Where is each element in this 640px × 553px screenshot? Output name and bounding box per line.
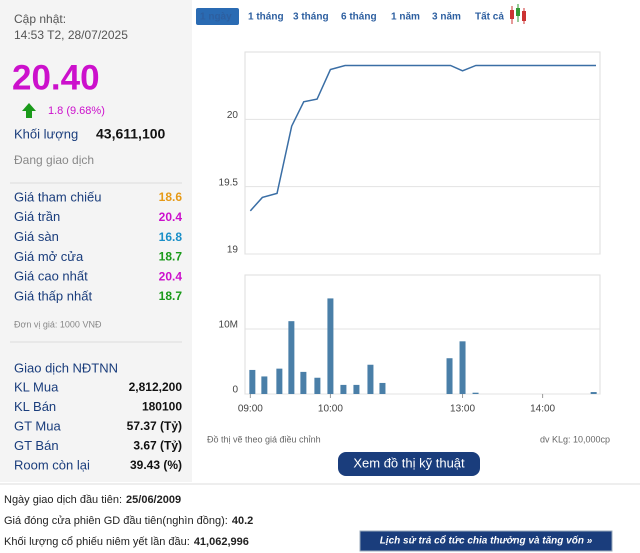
footer-value: 40.2 [232,515,253,527]
foreign-label: GT Mua [14,418,61,433]
volume-bar [314,377,321,394]
y-tick-label: 20 [227,110,239,121]
price-label: Giá trần [14,209,60,224]
period-tab[interactable]: 1 năm [391,12,420,23]
period-tab[interactable]: 1 tháng [248,12,284,23]
y-tick-label: 10M [219,320,238,331]
volume-bar [472,392,479,394]
volume: 43,611,100 [96,126,166,142]
x-tick-label: 14:00 [530,404,555,415]
foreign-value: 39.43 (%) [130,458,182,472]
y-tick-label: 19.5 [219,177,239,188]
chart-button-label[interactable]: Xem đồ thị kỹ thuật [353,455,465,470]
volume-bar [261,376,268,394]
footer-label: Khối lượng cổ phiếu niêm yết lần đầu: [4,536,190,548]
price-plot [244,51,601,255]
x-tick-label: 09:00 [238,404,263,415]
price-value: 20.4 [159,269,183,283]
price-label: Giá tham chiếu [14,189,101,204]
updated-time: 14:53 T2, 28/07/2025 [14,28,128,42]
foreign-label: Room còn lại [14,457,90,472]
price-value: 16.8 [159,230,183,244]
footer-label: Ngày giao dịch đầu tiên: [4,494,122,506]
period-tab[interactable]: 3 năm [432,12,461,23]
price-label: Giá sàn [14,229,59,244]
volume-bar [367,364,374,394]
active-tab-bg [196,8,239,25]
volume-bar [276,368,283,394]
volume-plot [244,274,601,395]
volume-label: Khối lượng [14,126,78,141]
chart-button[interactable] [338,452,480,476]
volume-bar [300,371,307,394]
period-tab[interactable]: Tất cả [475,11,504,23]
volume-bar [340,384,347,394]
price-value: 18.6 [159,190,183,204]
status: Đang giao dịch [14,153,94,167]
price-value: 18.7 [159,289,183,303]
period-tab[interactable]: 3 tháng [293,12,329,23]
volume-bar [353,384,360,394]
volume-bar [249,369,256,394]
period-tab[interactable]: 6 tháng [341,12,377,23]
volume-bar [459,341,466,394]
price-line [249,64,596,212]
price-label: Giá cao nhất [14,269,88,284]
foreign-label: KL Bán [14,399,56,414]
volume-bar [288,321,295,394]
volume-bar [446,358,453,394]
volume-bar [379,382,386,394]
foreign-value: 180100 [142,400,182,414]
price-label: Giá thấp nhất [14,288,92,303]
foreign-value: 2,812,200 [129,380,183,394]
footer-value: 41,062,996 [194,536,249,548]
price-value: 20.4 [159,210,183,224]
volume-bar [590,392,597,394]
footer-row: Khối lượng cổ phiếu niêm yết lần đầu: 41,… [4,536,249,548]
up-arrow [22,103,36,118]
price-value: 18.7 [159,250,183,264]
note-right: dv KLg: 10,000cp [540,434,610,444]
period-tab[interactable]: 1 ngày [200,12,232,23]
change: 1.8 (9.68%) [48,105,105,117]
foreign-value: 3.67 (Tỷ) [133,439,182,453]
price-label: Giá mở cửa [14,249,84,264]
history-link-label[interactable]: Lịch sử trả cổ tức chia thưởng và tăng v… [380,535,593,547]
foreign-label: KL Mua [14,379,59,394]
y-tick-label: 19 [227,245,239,256]
x-tick-label: 13:00 [450,404,475,415]
footer-label: Giá đóng cửa phiên GD đầu tiên(nghìn đồn… [4,515,228,527]
updated-label: Cập nhật: [14,12,66,26]
price: 20.40 [12,58,100,97]
history-link[interactable] [359,530,613,552]
price-unit: Đơn vị giá: 1000 VNĐ [14,319,102,329]
foreign-title: Giao dịch NĐTNN [14,360,118,375]
foreign-label: GT Bán [14,438,59,453]
x-tick-label: 10:00 [318,404,343,415]
note-left: Đồ thị vẽ theo giá điều chỉnh [207,434,321,444]
foreign-value: 57.37 (Tỷ) [127,419,182,433]
footer-row: Giá đóng cửa phiên GD đầu tiên(nghìn đồn… [4,515,253,527]
volume-bar [327,298,334,394]
candle-icon [510,4,526,24]
y-tick-label: 0 [232,385,238,396]
footer-row: Ngày giao dịch đầu tiên: 25/06/2009 [4,494,181,506]
footer-value: 25/06/2009 [126,494,181,506]
left-panel [0,0,192,482]
